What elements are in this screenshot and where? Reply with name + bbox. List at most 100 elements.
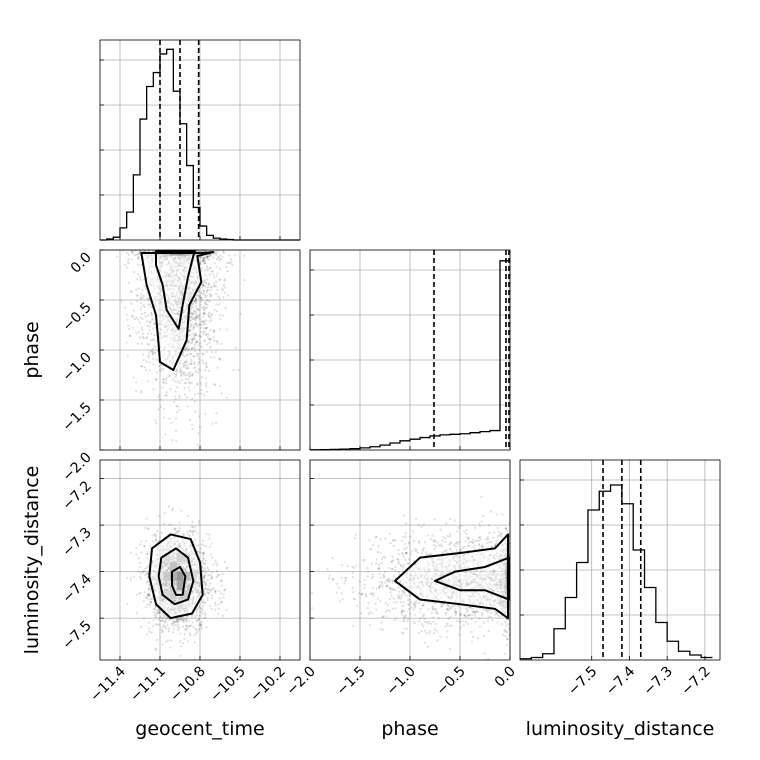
scatter-point (135, 389, 138, 393)
scatter-point (126, 602, 129, 606)
scatter-point (463, 613, 466, 617)
scatter-point (496, 621, 499, 624)
scatter-point (116, 255, 119, 258)
scatter-point (154, 622, 157, 626)
scatter-point (146, 633, 149, 636)
scatter-point (203, 340, 206, 343)
scatter-point (226, 270, 229, 273)
scatter-point (206, 267, 209, 270)
scatter-point (141, 570, 145, 573)
scatter-point (505, 624, 508, 627)
scatter-point (178, 409, 181, 412)
scatter-point (152, 250, 155, 252)
scatter-point (133, 575, 136, 578)
scatter-point (448, 547, 452, 550)
scatter-point (219, 592, 223, 595)
scatter-point (160, 369, 163, 373)
scatter-point (392, 544, 395, 548)
scatter-point (406, 562, 410, 566)
scatter-point (157, 539, 161, 542)
scatter-point (197, 357, 200, 360)
scatter-point (180, 618, 183, 621)
scatter-point (430, 611, 433, 614)
scatter-point (197, 314, 200, 318)
scatter-point (190, 313, 193, 316)
scatter-point (155, 609, 158, 613)
scatter-point (185, 382, 188, 385)
scatter-point (185, 349, 188, 352)
scatter-point (422, 615, 425, 618)
scatter-point (205, 326, 208, 329)
scatter-point (208, 591, 211, 595)
scatter-point (221, 255, 224, 258)
scatter-point (130, 290, 133, 293)
scatter-point (128, 327, 131, 331)
scatter-point (198, 294, 201, 298)
scatter-point (205, 350, 208, 353)
scatter-point (203, 307, 206, 311)
scatter-point (196, 316, 200, 319)
scatter-point (218, 314, 222, 317)
scatter-point (392, 575, 396, 578)
scatter-point (199, 262, 202, 266)
scatter-point (205, 299, 208, 302)
scatter-point (395, 617, 398, 620)
scatter-point (218, 303, 221, 306)
scatter-point (163, 522, 166, 526)
scatter-point (204, 326, 207, 330)
scatter-point (201, 361, 205, 364)
scatter-point (451, 605, 454, 608)
scatter-point (184, 377, 188, 381)
scatter-point (138, 250, 141, 253)
scatter-point (370, 576, 373, 580)
scatter-point (203, 580, 206, 584)
scatter-point (203, 589, 206, 593)
scatter-point (147, 343, 151, 346)
scatter-point (144, 605, 147, 609)
scatter-point (442, 536, 445, 539)
scatter-point (243, 254, 246, 257)
scatter-point (127, 260, 130, 263)
scatter-point (154, 615, 157, 618)
scatter-point (136, 252, 139, 255)
scatter-point (155, 638, 159, 641)
scatter-point (210, 597, 213, 600)
scatter-point (217, 589, 221, 593)
scatter-point (210, 338, 213, 341)
scatter-point (176, 621, 179, 624)
scatter-point (185, 624, 189, 627)
scatter-point (207, 573, 210, 577)
scatter-point (212, 276, 216, 279)
scatter-point (155, 358, 158, 362)
joint-panel-phase-luminosity-distance (309, 459, 511, 661)
scatter-point (150, 332, 153, 335)
scatter-point (192, 529, 195, 532)
scatter-point (202, 557, 206, 560)
scatter-point (136, 300, 139, 303)
scatter-point (166, 617, 170, 620)
scatter-point (202, 551, 205, 555)
scatter-point (137, 273, 140, 276)
scatter-point (199, 303, 202, 307)
scatter-point (157, 612, 161, 615)
scatter-point (464, 621, 467, 624)
scatter-point (139, 278, 142, 282)
scatter-point (193, 300, 196, 303)
scatter-point (197, 415, 200, 418)
scatter-point (198, 261, 202, 264)
scatter-point (155, 612, 159, 615)
scatter-point (192, 337, 195, 340)
scatter-point (205, 306, 208, 309)
scatter-point (200, 607, 203, 610)
scatter-point (131, 315, 134, 318)
scatter-point (179, 359, 182, 362)
scatter-point (421, 549, 424, 552)
scatter-point (352, 576, 355, 579)
scatter-point (143, 544, 146, 548)
scatter-point (191, 313, 194, 317)
scatter-point (448, 647, 452, 650)
scatter-point (153, 607, 156, 611)
scatter-point (146, 603, 149, 606)
scatter-point (197, 290, 200, 294)
scatter-point (205, 290, 208, 294)
